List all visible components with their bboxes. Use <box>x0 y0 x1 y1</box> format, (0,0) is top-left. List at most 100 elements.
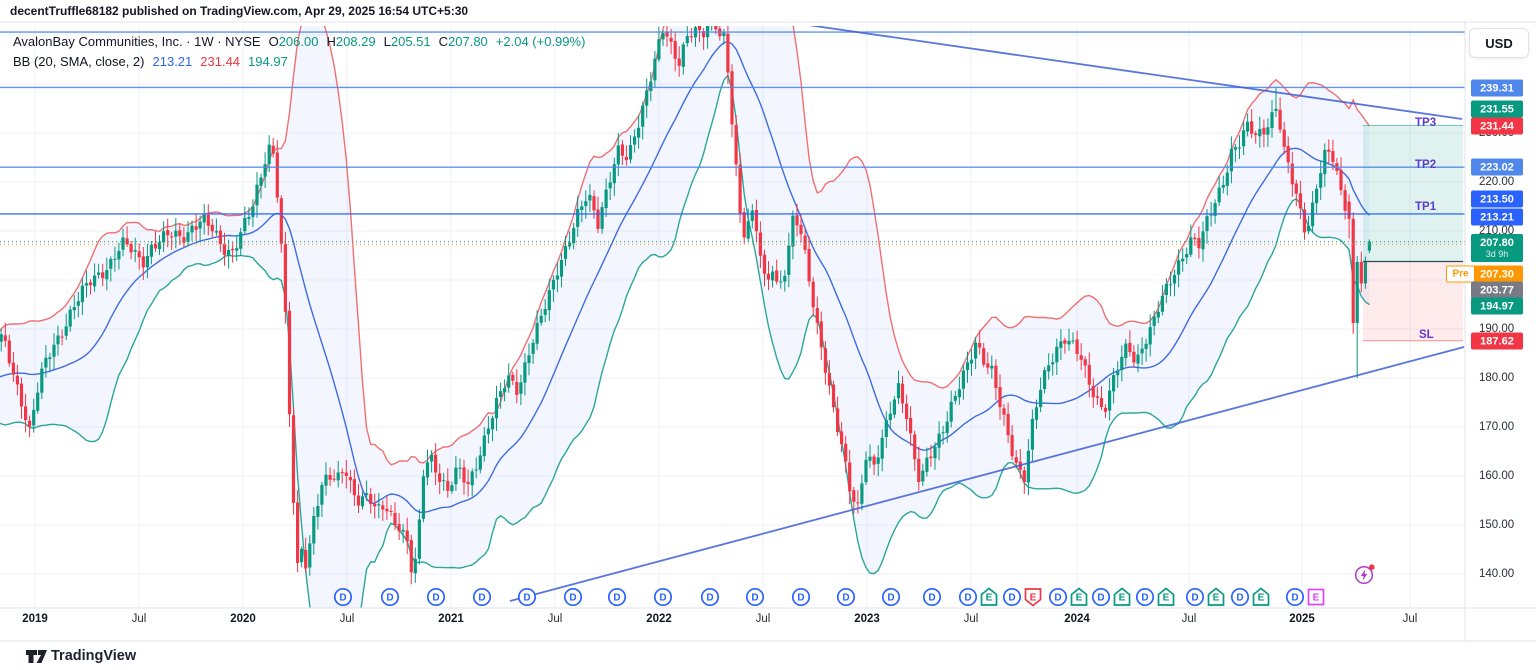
earnings-badge-upcoming[interactable]: E <box>1305 586 1327 608</box>
svg-text:D: D <box>887 593 894 604</box>
svg-text:D: D <box>339 593 346 604</box>
svg-text:D: D <box>1141 593 1148 604</box>
earnings-badge-up[interactable]: E <box>1205 586 1227 608</box>
svg-text:E: E <box>1030 593 1037 604</box>
symbol-legend-row[interactable]: AvalonBay Communities, Inc. · 1W · NYSE … <box>13 31 585 51</box>
dividend-badge[interactable]: D <box>790 586 812 608</box>
dividend-badge[interactable]: D <box>606 586 628 608</box>
price-label-213.21[interactable]: 213.21 <box>1471 208 1523 226</box>
svg-text:E: E <box>986 593 993 604</box>
bar-countdown: 3d 9h <box>1485 249 1509 259</box>
earnings-badge-up[interactable]: E <box>1068 586 1090 608</box>
price-label-231.44[interactable]: 231.44 <box>1471 117 1523 135</box>
dividend-badge[interactable]: D <box>332 586 354 608</box>
svg-text:E: E <box>1163 593 1170 604</box>
price-label-239.31[interactable]: 239.31 <box>1471 79 1523 97</box>
dividend-badge[interactable]: D <box>1229 586 1251 608</box>
price-label-value: 231.44 <box>1480 120 1514 132</box>
svg-text:D: D <box>842 593 849 604</box>
target-label-TP3[interactable]: TP3 <box>1415 117 1437 129</box>
time-axis-label-2021: 2021 <box>438 613 464 625</box>
tradingview-wordmark[interactable]: TradingView <box>51 648 137 664</box>
svg-text:D: D <box>1008 593 1015 604</box>
price-axis-tick: 190.00 <box>1479 323 1515 335</box>
price-label-value: 213.21 <box>1480 211 1514 223</box>
dividend-badge[interactable]: D <box>1090 586 1112 608</box>
dividend-badge[interactable]: D <box>471 586 493 608</box>
dividend-badge[interactable]: D <box>835 586 857 608</box>
price-label-194.97[interactable]: 194.97 <box>1471 297 1523 315</box>
close-value: 207.80 <box>448 33 488 49</box>
price-label-value: 194.97 <box>1480 300 1514 312</box>
earnings-badge-up[interactable]: E <box>978 586 1000 608</box>
svg-text:E: E <box>1213 593 1220 604</box>
earnings-badge-up[interactable]: E <box>1155 586 1177 608</box>
price-axis-tick: 180.00 <box>1479 372 1515 384</box>
price-label-value: 207.80 <box>1480 237 1514 249</box>
svg-text:D: D <box>797 593 804 604</box>
price-label-213.50[interactable]: 213.50 <box>1471 190 1523 208</box>
price-label-value: 207.30 <box>1480 268 1514 280</box>
price-axis-tick: 220.00 <box>1479 176 1515 188</box>
svg-text:D: D <box>706 593 713 604</box>
svg-text:E: E <box>1313 593 1320 604</box>
svg-text:E: E <box>1258 593 1265 604</box>
dividend-badge[interactable]: D <box>425 586 447 608</box>
dividend-badge[interactable]: D <box>1284 586 1306 608</box>
high-value: 208.29 <box>335 33 376 49</box>
dividend-badge[interactable]: D <box>562 586 584 608</box>
price-axis-tick: 140.00 <box>1479 568 1515 580</box>
svg-text:D: D <box>751 593 758 604</box>
open-label: O <box>268 33 279 49</box>
price-label-187.62[interactable]: 187.62 <box>1471 332 1523 350</box>
dividend-badge[interactable]: D <box>699 586 721 608</box>
bb-lower-value: 194.97 <box>248 53 288 69</box>
earnings-badge-up[interactable]: E <box>1250 586 1272 608</box>
earnings-badge-down[interactable]: E <box>1022 586 1044 608</box>
svg-text:E: E <box>1076 593 1083 604</box>
dividend-badge[interactable]: D <box>744 586 766 608</box>
dividend-badge[interactable]: D <box>921 586 943 608</box>
dividend-badge[interactable]: D <box>1047 586 1069 608</box>
price-label-207.30[interactable]: 207.30 <box>1471 265 1523 283</box>
indicator-legend-row[interactable]: BB (20, SMA, close, 2) 213.21 231.44 194… <box>13 51 585 71</box>
target-label-SL[interactable]: SL <box>1419 329 1434 341</box>
svg-text:D: D <box>1291 593 1298 604</box>
tradingview-logo-icon[interactable] <box>26 649 48 665</box>
currency-toggle-button[interactable]: USD <box>1469 28 1529 58</box>
price-label-value: 213.50 <box>1480 193 1514 205</box>
flash-icon[interactable] <box>1351 562 1377 588</box>
time-axis-label-Jul: Jul <box>1402 613 1418 625</box>
dividend-badge[interactable]: D <box>379 586 401 608</box>
time-axis-label-2024: 2024 <box>1064 613 1090 625</box>
price-label-223.02[interactable]: 223.02 <box>1471 158 1523 176</box>
price-label-value: 223.02 <box>1480 161 1514 173</box>
svg-text:D: D <box>478 593 485 604</box>
time-axis-label-Jul: Jul <box>1181 613 1197 625</box>
dividend-badge[interactable]: D <box>652 586 674 608</box>
price-label-value: 187.62 <box>1480 335 1514 347</box>
time-axis-label-Jul: Jul <box>963 613 979 625</box>
svg-text:D: D <box>928 593 935 604</box>
low-value: 205.51 <box>390 33 431 49</box>
dividend-badge[interactable]: D <box>957 586 979 608</box>
dividend-badge[interactable]: D <box>880 586 902 608</box>
svg-text:D: D <box>523 593 530 604</box>
dividend-badge[interactable]: D <box>516 586 538 608</box>
price-label-203.77[interactable]: 203.77 <box>1471 281 1523 299</box>
low-label: L <box>383 33 391 49</box>
time-axis-label-Jul: Jul <box>547 613 563 625</box>
price-label-207.80[interactable]: 207.80 3d 9h <box>1471 234 1523 262</box>
dividend-badge[interactable]: D <box>1184 586 1206 608</box>
dividend-badge[interactable]: D <box>1134 586 1156 608</box>
target-label-TP2[interactable]: TP2 <box>1415 159 1437 171</box>
dividend-badge[interactable]: D <box>1001 586 1023 608</box>
time-axis-label-Jul: Jul <box>339 613 355 625</box>
target-label-TP1[interactable]: TP1 <box>1415 201 1437 213</box>
close-label: C <box>438 33 449 49</box>
time-axis-label-2020: 2020 <box>230 613 256 625</box>
earnings-badge-up[interactable]: E <box>1111 586 1133 608</box>
price-label-231.55[interactable]: 231.55 <box>1471 100 1523 118</box>
